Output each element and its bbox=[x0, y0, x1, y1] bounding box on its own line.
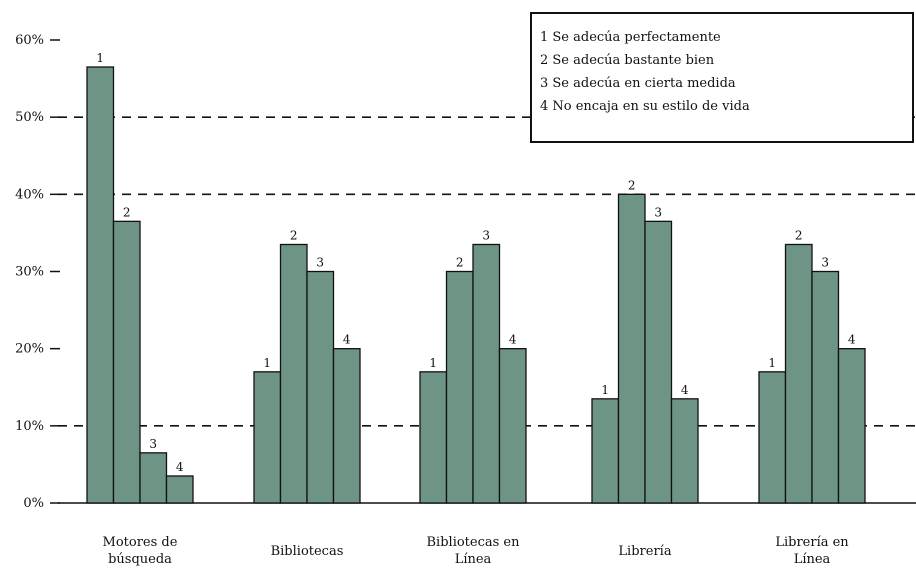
bar-label-4-2: 3 bbox=[821, 256, 829, 270]
bar-1-0 bbox=[253, 371, 282, 504]
bar-label-3-0: 1 bbox=[601, 383, 609, 397]
bar-label-0-2: 3 bbox=[149, 437, 157, 451]
bar-label-1-3: 4 bbox=[343, 333, 351, 347]
bar-label-0-1: 2 bbox=[123, 205, 131, 219]
bar-3-0 bbox=[591, 398, 620, 504]
bar-1-3 bbox=[332, 348, 361, 504]
category-label-1: Bibliotecas bbox=[271, 544, 344, 559]
bar-1-2 bbox=[306, 270, 335, 504]
bar-0-1 bbox=[112, 220, 141, 504]
bar-0-0 bbox=[86, 66, 115, 504]
category-label-3: Librería bbox=[618, 544, 671, 559]
bar-label-1-0: 1 bbox=[263, 356, 271, 370]
bar-label-4-3: 4 bbox=[848, 333, 856, 347]
bar-label-2-1: 2 bbox=[456, 256, 464, 270]
bar-4-3 bbox=[837, 348, 866, 504]
bar-label-3-1: 2 bbox=[628, 178, 636, 192]
y-tick-label-5: 50% bbox=[15, 110, 44, 125]
bar-0-2 bbox=[139, 452, 168, 504]
legend-item-1: 1 Se adecúa perfectamente bbox=[540, 30, 721, 45]
bar-2-0 bbox=[419, 371, 448, 504]
bar-label-4-0: 1 bbox=[768, 356, 776, 370]
y-tick-label-3: 30% bbox=[15, 265, 44, 280]
category-label-0: Motores de búsqueda bbox=[103, 535, 178, 567]
legend-item-2: 2 Se adecúa bastante bien bbox=[540, 53, 715, 68]
legend: 1 Se adecúa perfectamente 2 Se adecúa ba… bbox=[530, 12, 914, 143]
category-label-4: Librería en Línea bbox=[775, 535, 849, 567]
bar-0-3 bbox=[165, 475, 194, 504]
legend-item-4: 4 No encaja en su estilo de vida bbox=[540, 99, 750, 114]
bar-label-1-2: 3 bbox=[316, 256, 324, 270]
bar-2-1 bbox=[445, 270, 474, 504]
y-tick-label-6: 60% bbox=[15, 33, 44, 48]
y-tick-label-2: 20% bbox=[15, 342, 44, 357]
bar-2-2 bbox=[472, 243, 501, 504]
bar-3-2 bbox=[644, 220, 673, 504]
y-tick-label-0: 0% bbox=[23, 496, 44, 511]
bar-label-0-0: 1 bbox=[96, 51, 104, 65]
bar-label-2-0: 1 bbox=[429, 356, 437, 370]
bar-4-2 bbox=[811, 270, 840, 504]
bar-label-3-3: 4 bbox=[681, 383, 689, 397]
bar-label-0-3: 4 bbox=[176, 460, 184, 474]
y-tick-label-4: 40% bbox=[15, 187, 44, 202]
legend-item-3: 3 Se adecúa en cierta medida bbox=[540, 76, 736, 91]
bar-label-1-1: 2 bbox=[290, 228, 298, 242]
bar-1-1 bbox=[279, 243, 308, 504]
bar-3-1 bbox=[617, 193, 646, 504]
bar-3-3 bbox=[670, 398, 699, 504]
category-label-2: Bibliotecas en Línea bbox=[427, 535, 521, 567]
bar-label-2-3: 4 bbox=[509, 333, 517, 347]
bar-2-3 bbox=[498, 348, 527, 504]
bar-label-3-2: 3 bbox=[654, 205, 662, 219]
bar-label-4-1: 2 bbox=[795, 228, 803, 242]
y-tick-label-1: 10% bbox=[15, 419, 44, 434]
bar-4-0 bbox=[758, 371, 787, 504]
bar-label-2-2: 3 bbox=[482, 228, 490, 242]
bar-4-1 bbox=[784, 243, 813, 504]
